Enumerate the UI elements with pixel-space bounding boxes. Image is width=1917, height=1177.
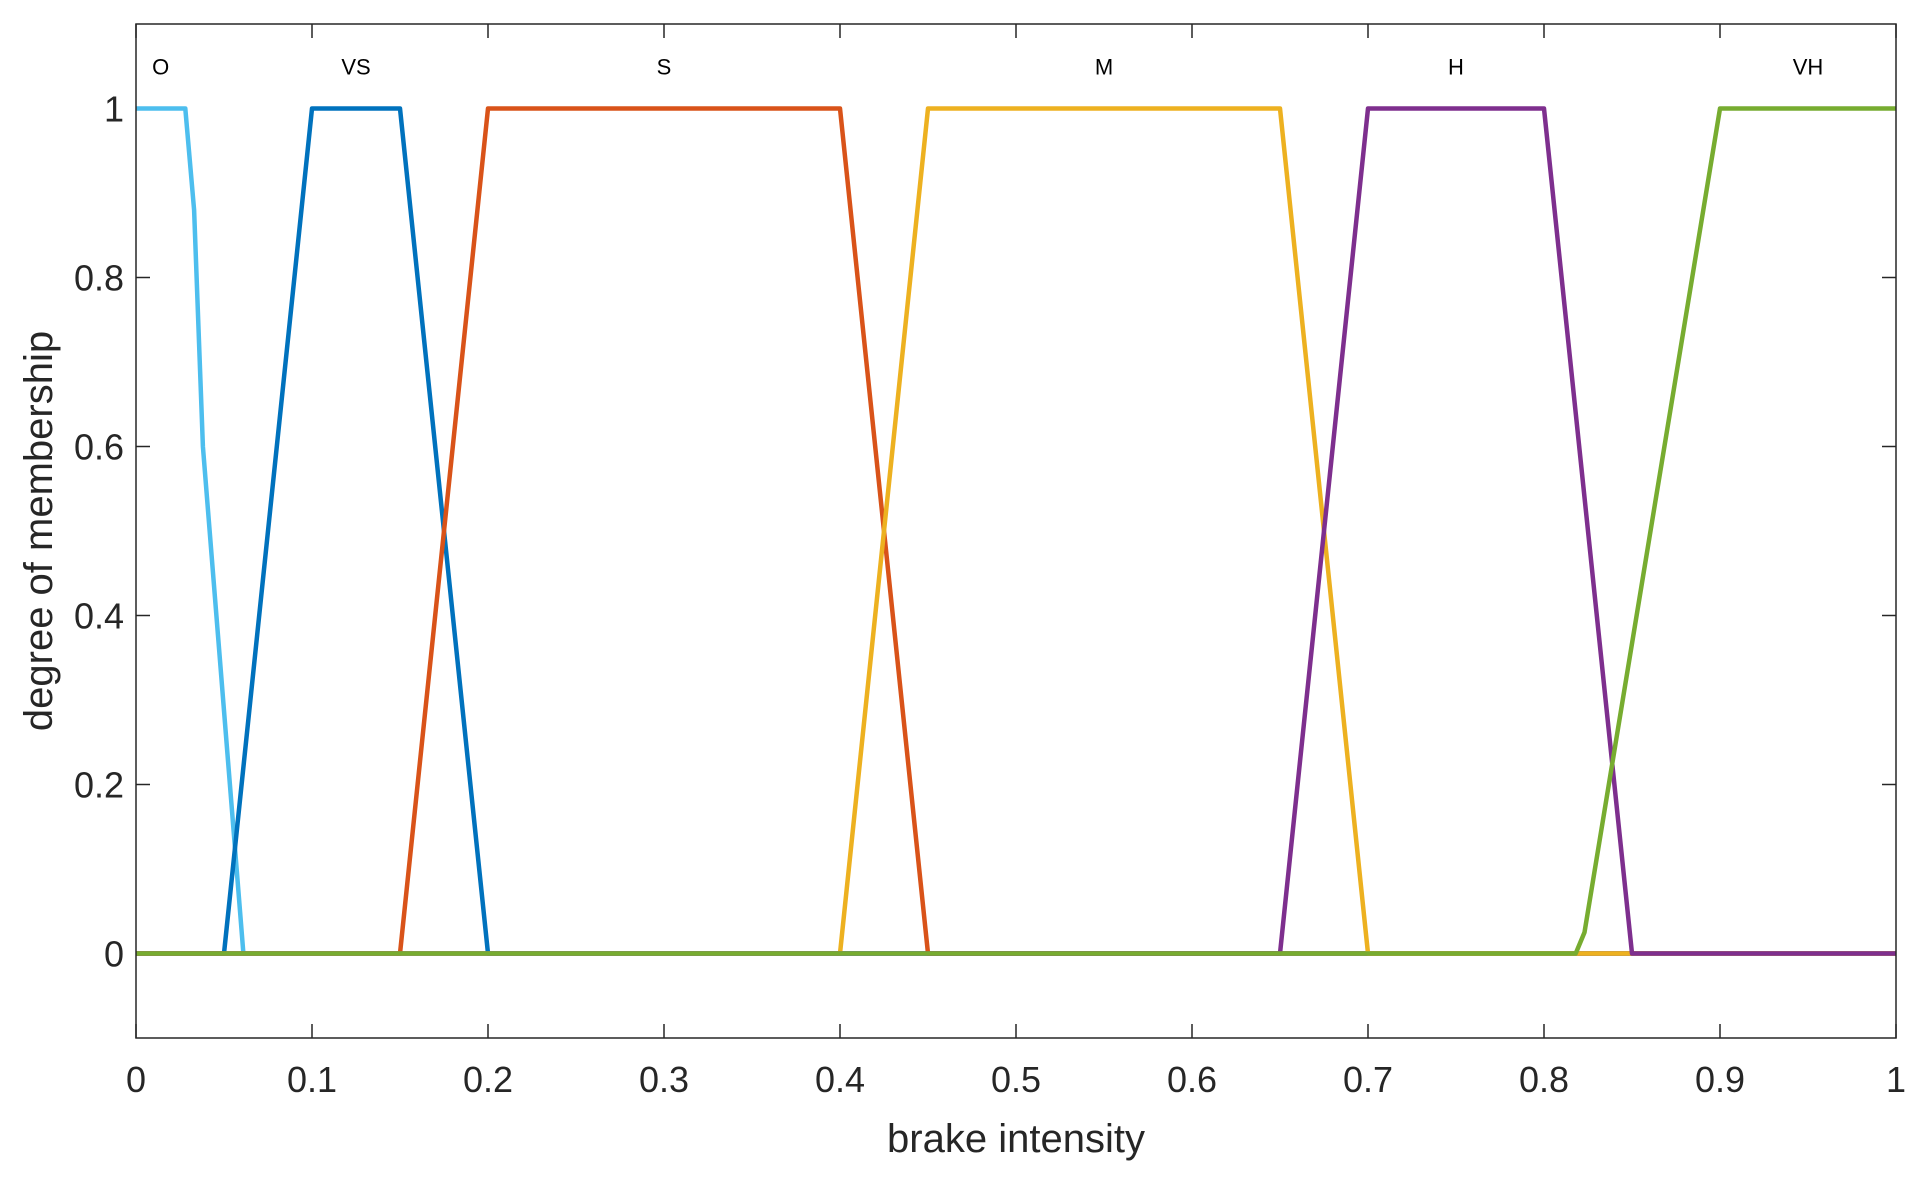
x-tick-label: 0.7 — [1343, 1059, 1393, 1100]
series-label-vh: VH — [1793, 54, 1824, 79]
series-label-s: S — [657, 54, 672, 79]
x-axis-title: brake intensity — [887, 1117, 1145, 1161]
x-tick-label: 0.1 — [287, 1059, 337, 1100]
y-tick-label: 0.8 — [74, 258, 124, 299]
series-label-h: H — [1448, 54, 1464, 79]
x-tick-label: 0.6 — [1167, 1059, 1217, 1100]
x-tick-label: 0.9 — [1695, 1059, 1745, 1100]
x-tick-label: 0.8 — [1519, 1059, 1569, 1100]
x-tick-label: 0 — [126, 1059, 146, 1100]
x-tick-label: 0.4 — [815, 1059, 865, 1100]
series-label-vs: VS — [341, 54, 370, 79]
x-tick-label: 1 — [1886, 1059, 1906, 1100]
series-label-o: O — [152, 54, 169, 79]
series-line-vh — [136, 106, 1896, 956]
y-tick-label: 0.2 — [74, 765, 124, 806]
plot-frame — [135, 23, 1897, 1039]
series-labels: O VS S M H VH — [152, 54, 1823, 79]
x-tick-label: 0.2 — [463, 1059, 513, 1100]
series-label-m: M — [1095, 54, 1113, 79]
y-tick-label: 0 — [104, 934, 124, 975]
plot-area — [136, 24, 1896, 1038]
x-tick-label: 0.5 — [991, 1059, 1041, 1100]
x-tick-labels: 0 0.1 0.2 0.3 0.4 0.5 0.6 0.7 0.8 0.9 1 — [126, 1059, 1906, 1100]
y-axis-title: degree of membership — [17, 331, 61, 731]
y-tick-label: 1 — [104, 89, 124, 130]
y-tick-label: 0.6 — [74, 427, 124, 468]
y-tick-label: 0.4 — [74, 596, 124, 637]
x-tick-label: 0.3 — [639, 1059, 689, 1100]
series-lines — [136, 106, 1896, 956]
y-tick-labels: 0 0.2 0.4 0.6 0.8 1 — [74, 89, 124, 975]
